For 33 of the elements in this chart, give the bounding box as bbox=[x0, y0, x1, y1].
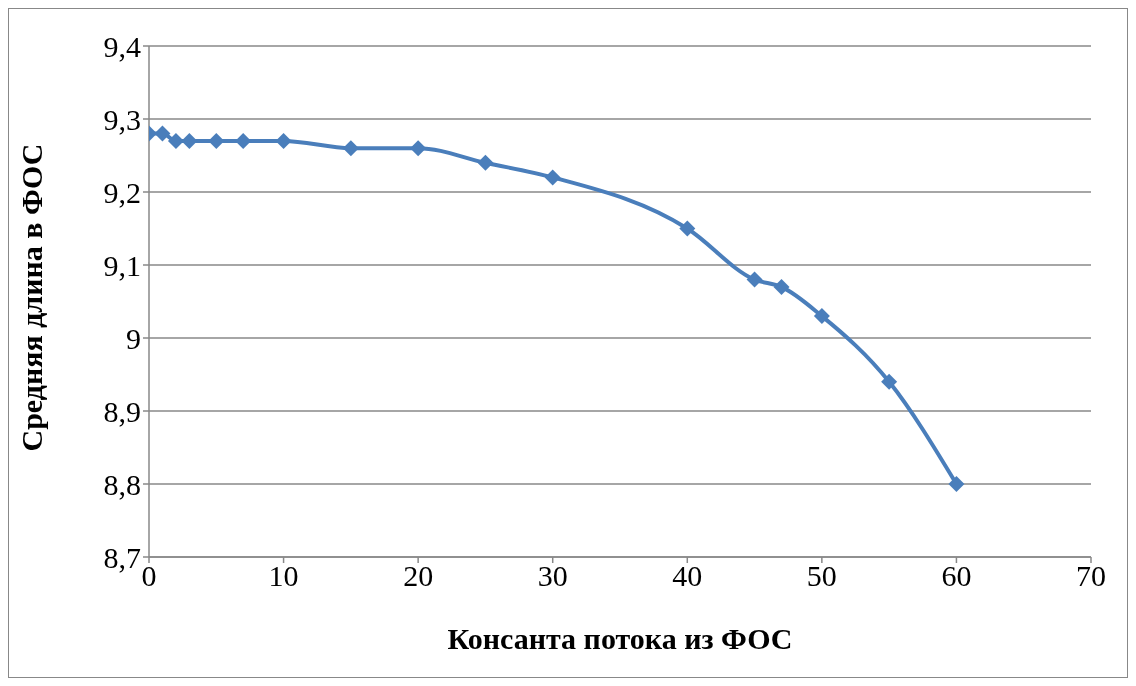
point bbox=[342, 140, 359, 157]
point bbox=[154, 125, 171, 142]
y-tick-label: 8,8 bbox=[103, 467, 141, 501]
point bbox=[208, 132, 225, 149]
y-tick-label: 8,9 bbox=[103, 394, 141, 428]
x-tick-label: 10 bbox=[268, 559, 299, 593]
point bbox=[746, 271, 763, 288]
point bbox=[773, 278, 790, 295]
x-tick-label: 20 bbox=[403, 559, 434, 593]
point bbox=[544, 169, 561, 186]
point bbox=[881, 373, 898, 390]
x-tick-label: 0 bbox=[141, 559, 157, 593]
point bbox=[181, 132, 198, 149]
x-tick-label: 40 bbox=[672, 559, 703, 593]
point bbox=[948, 476, 965, 492]
x-tick-label: 30 bbox=[537, 559, 568, 593]
point bbox=[679, 220, 696, 237]
y-tick-label: 8,7 bbox=[103, 540, 141, 574]
y-tick-label: 9,1 bbox=[103, 248, 141, 282]
point bbox=[275, 132, 292, 149]
point bbox=[813, 308, 830, 325]
y-tick-label: 9 bbox=[126, 321, 141, 355]
y-tick-label: 9,4 bbox=[103, 29, 141, 63]
y-tick-label: 9,2 bbox=[103, 175, 141, 209]
x-tick-label: 50 bbox=[806, 559, 837, 593]
point bbox=[477, 154, 494, 171]
x-axis-title: Консанта потока из ФОС bbox=[447, 622, 793, 655]
point bbox=[410, 140, 427, 157]
point bbox=[167, 132, 184, 149]
x-tick-label: 70 bbox=[1076, 559, 1106, 593]
y-axis-title: Средняя длина в ФОС bbox=[14, 143, 48, 452]
y-tick-label: 9,3 bbox=[103, 102, 141, 136]
x-tick-label: 60 bbox=[941, 559, 972, 593]
